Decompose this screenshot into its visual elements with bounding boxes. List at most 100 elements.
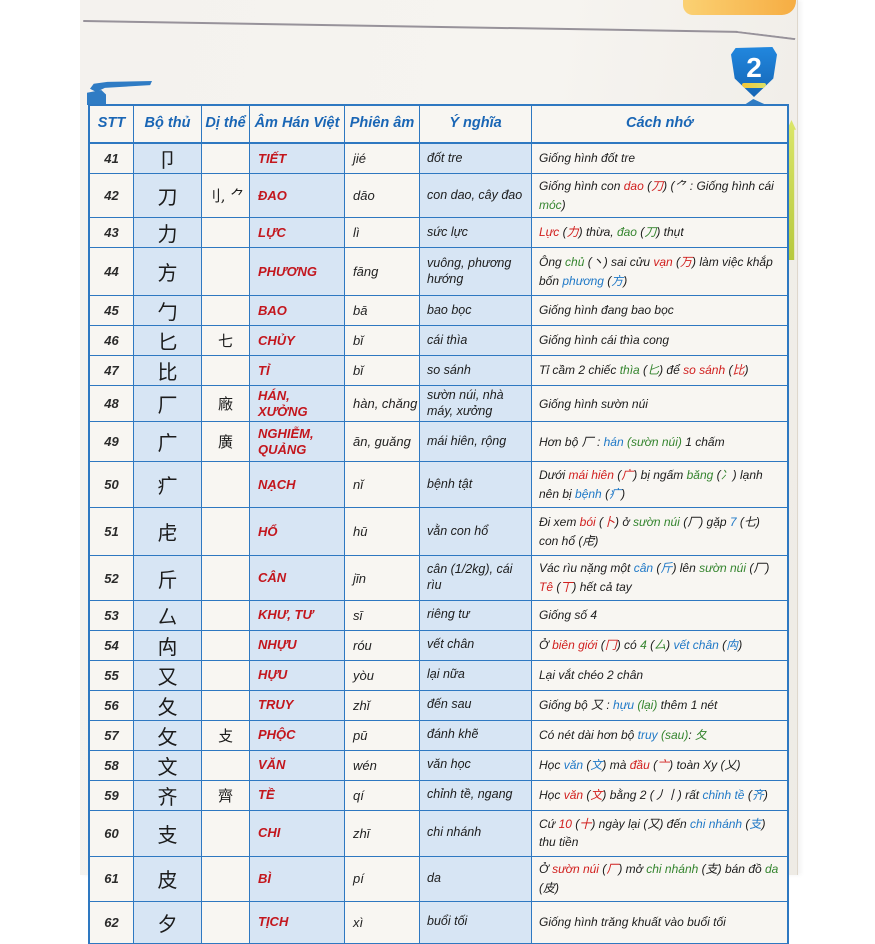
stt-cell: 62 xyxy=(90,901,134,944)
radical-cell: 厂 xyxy=(134,386,202,423)
pinyin-cell: sī xyxy=(345,600,420,631)
variant-cell: 廣 xyxy=(202,422,250,463)
meaning-cell: so sánh xyxy=(420,356,532,387)
memo-cell: Giống hình đang bao bọc xyxy=(532,296,787,327)
stt-cell: 44 xyxy=(90,248,134,297)
stt-cell: 47 xyxy=(90,356,134,387)
variant-cell xyxy=(202,630,250,661)
pinyin-cell: pí xyxy=(345,856,420,902)
stt-cell: 59 xyxy=(90,780,134,811)
pinyin-cell: wén xyxy=(345,750,420,781)
radical-cell: 齐 xyxy=(134,780,202,811)
memo-cell: Giống bộ 又 : hựu (lại) thêm 1 nét xyxy=(532,691,787,721)
variant-cell xyxy=(202,660,250,691)
stt-cell: 46 xyxy=(90,326,134,357)
column-header-1: Bộ thủ xyxy=(134,106,202,144)
memo-cell: Giống hình sườn núi xyxy=(532,386,787,423)
stt-cell: 57 xyxy=(90,720,134,751)
amhanviet-cell: NGHIỄM, QUẢNG xyxy=(250,422,345,463)
book-cover-edge xyxy=(683,0,796,15)
stt-cell: 56 xyxy=(90,690,134,721)
amhanviet-cell: PHỘC xyxy=(250,720,345,751)
amhanviet-cell: LỰC xyxy=(250,218,345,249)
radical-cell: 广 xyxy=(134,422,202,463)
memo-cell: Ở biên giới (冂) có 4 (厶) vết chân (禸) xyxy=(532,631,787,661)
amhanviet-cell: TỀ xyxy=(250,780,345,811)
variant-cell: 七 xyxy=(202,326,250,357)
pinyin-cell: zhī xyxy=(345,810,420,857)
amhanviet-cell: NHỰU xyxy=(250,630,345,661)
amhanviet-cell: CÂN xyxy=(250,556,345,601)
radical-cell: 斤 xyxy=(134,556,202,601)
table-row: 52 斤 CÂN jīn cân (1/2kg), cái rìu Vác rìu nặn… xyxy=(90,556,787,601)
table-row: 45 勹 BAO bā bao bọc Giống hình đang bao bọc xyxy=(90,296,787,327)
radicals-table: STT Bộ thủ Dị thể Âm Hán Việt Phiên âm Ý nghĩ… xyxy=(88,104,789,944)
meaning-cell: vết chân xyxy=(420,630,532,661)
pinyin-cell: yòu xyxy=(345,660,420,691)
variant-cell xyxy=(202,600,250,631)
variant-cell xyxy=(202,218,250,249)
meaning-cell: sườn núi, nhà máy, xưởng xyxy=(420,386,532,423)
memo-cell: Đi xem bói (卜) ở sườn núi (厂) gặp 7 (七) … xyxy=(532,508,787,557)
meaning-cell: riêng tư xyxy=(420,600,532,631)
pinyin-cell: xì xyxy=(345,901,420,944)
table-row: 49 广廣 NGHIỄM, QUẢNG ān, guǎng mái hiên, rộng… xyxy=(90,422,787,463)
meaning-cell: văn học xyxy=(420,750,532,781)
amhanviet-cell: KHƯ, TƯ xyxy=(250,600,345,631)
meaning-cell: đánh khẽ xyxy=(420,720,532,751)
pinyin-cell: ān, guǎng xyxy=(345,422,420,463)
table-row: 46 匕七 CHỦY bǐ cái thìa Giống hình cái thìa co… xyxy=(90,326,787,357)
variant-cell xyxy=(202,296,250,327)
memo-cell: Giống hình đốt tre xyxy=(532,144,787,174)
pinyin-cell: hū xyxy=(345,508,420,557)
stt-cell: 55 xyxy=(90,660,134,691)
column-header-5: Ý nghĩa xyxy=(420,106,532,144)
pinyin-cell: qí xyxy=(345,780,420,811)
memo-cell: Lại vắt chéo 2 chân xyxy=(532,661,787,691)
variant-cell: 齊 xyxy=(202,780,250,811)
table-row: 50 疒 NẠCH nǐ bệnh tật Dưới mái hiên (广) bị ng… xyxy=(90,462,787,509)
table-row: 57 攵攴 PHỘC pū đánh khẽ Có nét dài hơn bộ truy… xyxy=(90,720,787,751)
stt-cell: 53 xyxy=(90,600,134,631)
pinyin-cell: bǐ xyxy=(345,326,420,357)
radical-cell: 又 xyxy=(134,660,202,691)
amhanviet-cell: VĂN xyxy=(250,750,345,781)
amhanviet-cell: HỔ xyxy=(250,508,345,557)
memo-cell: Ông chủ (丶) sai cửu vạn (万) làm việc khắ… xyxy=(532,248,787,297)
table-header-row: STT Bộ thủ Dị thể Âm Hán Việt Phiên âm Ý nghĩ… xyxy=(90,106,787,144)
pinyin-cell: róu xyxy=(345,630,420,661)
radical-cell: 勹 xyxy=(134,296,202,327)
amhanviet-cell: TỊCH xyxy=(250,901,345,944)
stt-cell: 48 xyxy=(90,386,134,423)
stt-cell: 60 xyxy=(90,810,134,857)
table-row: 43 力 LỰC lì sức lực Lực (力) thừa, đao (刀) thụ… xyxy=(90,218,787,249)
pinyin-cell: lì xyxy=(345,218,420,249)
memo-cell: Dưới mái hiên (广) bị ngấm băng (冫) lạnh … xyxy=(532,462,787,509)
variant-cell xyxy=(202,810,250,857)
meaning-cell: chi nhánh xyxy=(420,810,532,857)
variant-cell xyxy=(202,901,250,944)
radical-cell: 厶 xyxy=(134,600,202,631)
table-row: 62 夕 TỊCH xì buổi tối Giống hình trăng khuất … xyxy=(90,901,787,944)
pinyin-cell: bā xyxy=(345,296,420,327)
stt-cell: 61 xyxy=(90,856,134,902)
table-row: 41 卩 TIẾT jié đốt tre Giống hình đốt tre xyxy=(90,144,787,174)
stt-cell: 51 xyxy=(90,508,134,557)
column-header-0: STT xyxy=(90,106,134,144)
stt-cell: 41 xyxy=(90,144,134,174)
radical-cell: 匕 xyxy=(134,326,202,357)
memo-cell: Giống số 4 xyxy=(532,601,787,631)
radical-cell: 皮 xyxy=(134,856,202,902)
radical-cell: 虍 xyxy=(134,508,202,557)
table-row: 47 比 TỈ bǐ so sánh Tỉ cầm 2 chiếc thìa (匕) để… xyxy=(90,356,787,387)
radical-cell: 刀 xyxy=(134,174,202,219)
radical-cell: 攵 xyxy=(134,720,202,751)
memo-cell: Có nét dài hơn bộ truy (sau): 夂 xyxy=(532,721,787,751)
pinyin-cell: hàn, chǎng xyxy=(345,386,420,423)
table-row: 59 齐齊 TỀ qí chỉnh tề, ngang Học văn (文) bằng … xyxy=(90,780,787,811)
variant-cell: 刂, ⺈ xyxy=(202,174,250,219)
amhanviet-cell: PHƯƠNG xyxy=(250,248,345,297)
variant-cell xyxy=(202,248,250,297)
variant-cell xyxy=(202,556,250,601)
radical-cell: 文 xyxy=(134,750,202,781)
